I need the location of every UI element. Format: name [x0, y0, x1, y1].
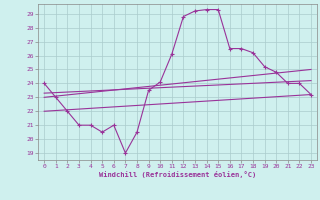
X-axis label: Windchill (Refroidissement éolien,°C): Windchill (Refroidissement éolien,°C) [99, 171, 256, 178]
